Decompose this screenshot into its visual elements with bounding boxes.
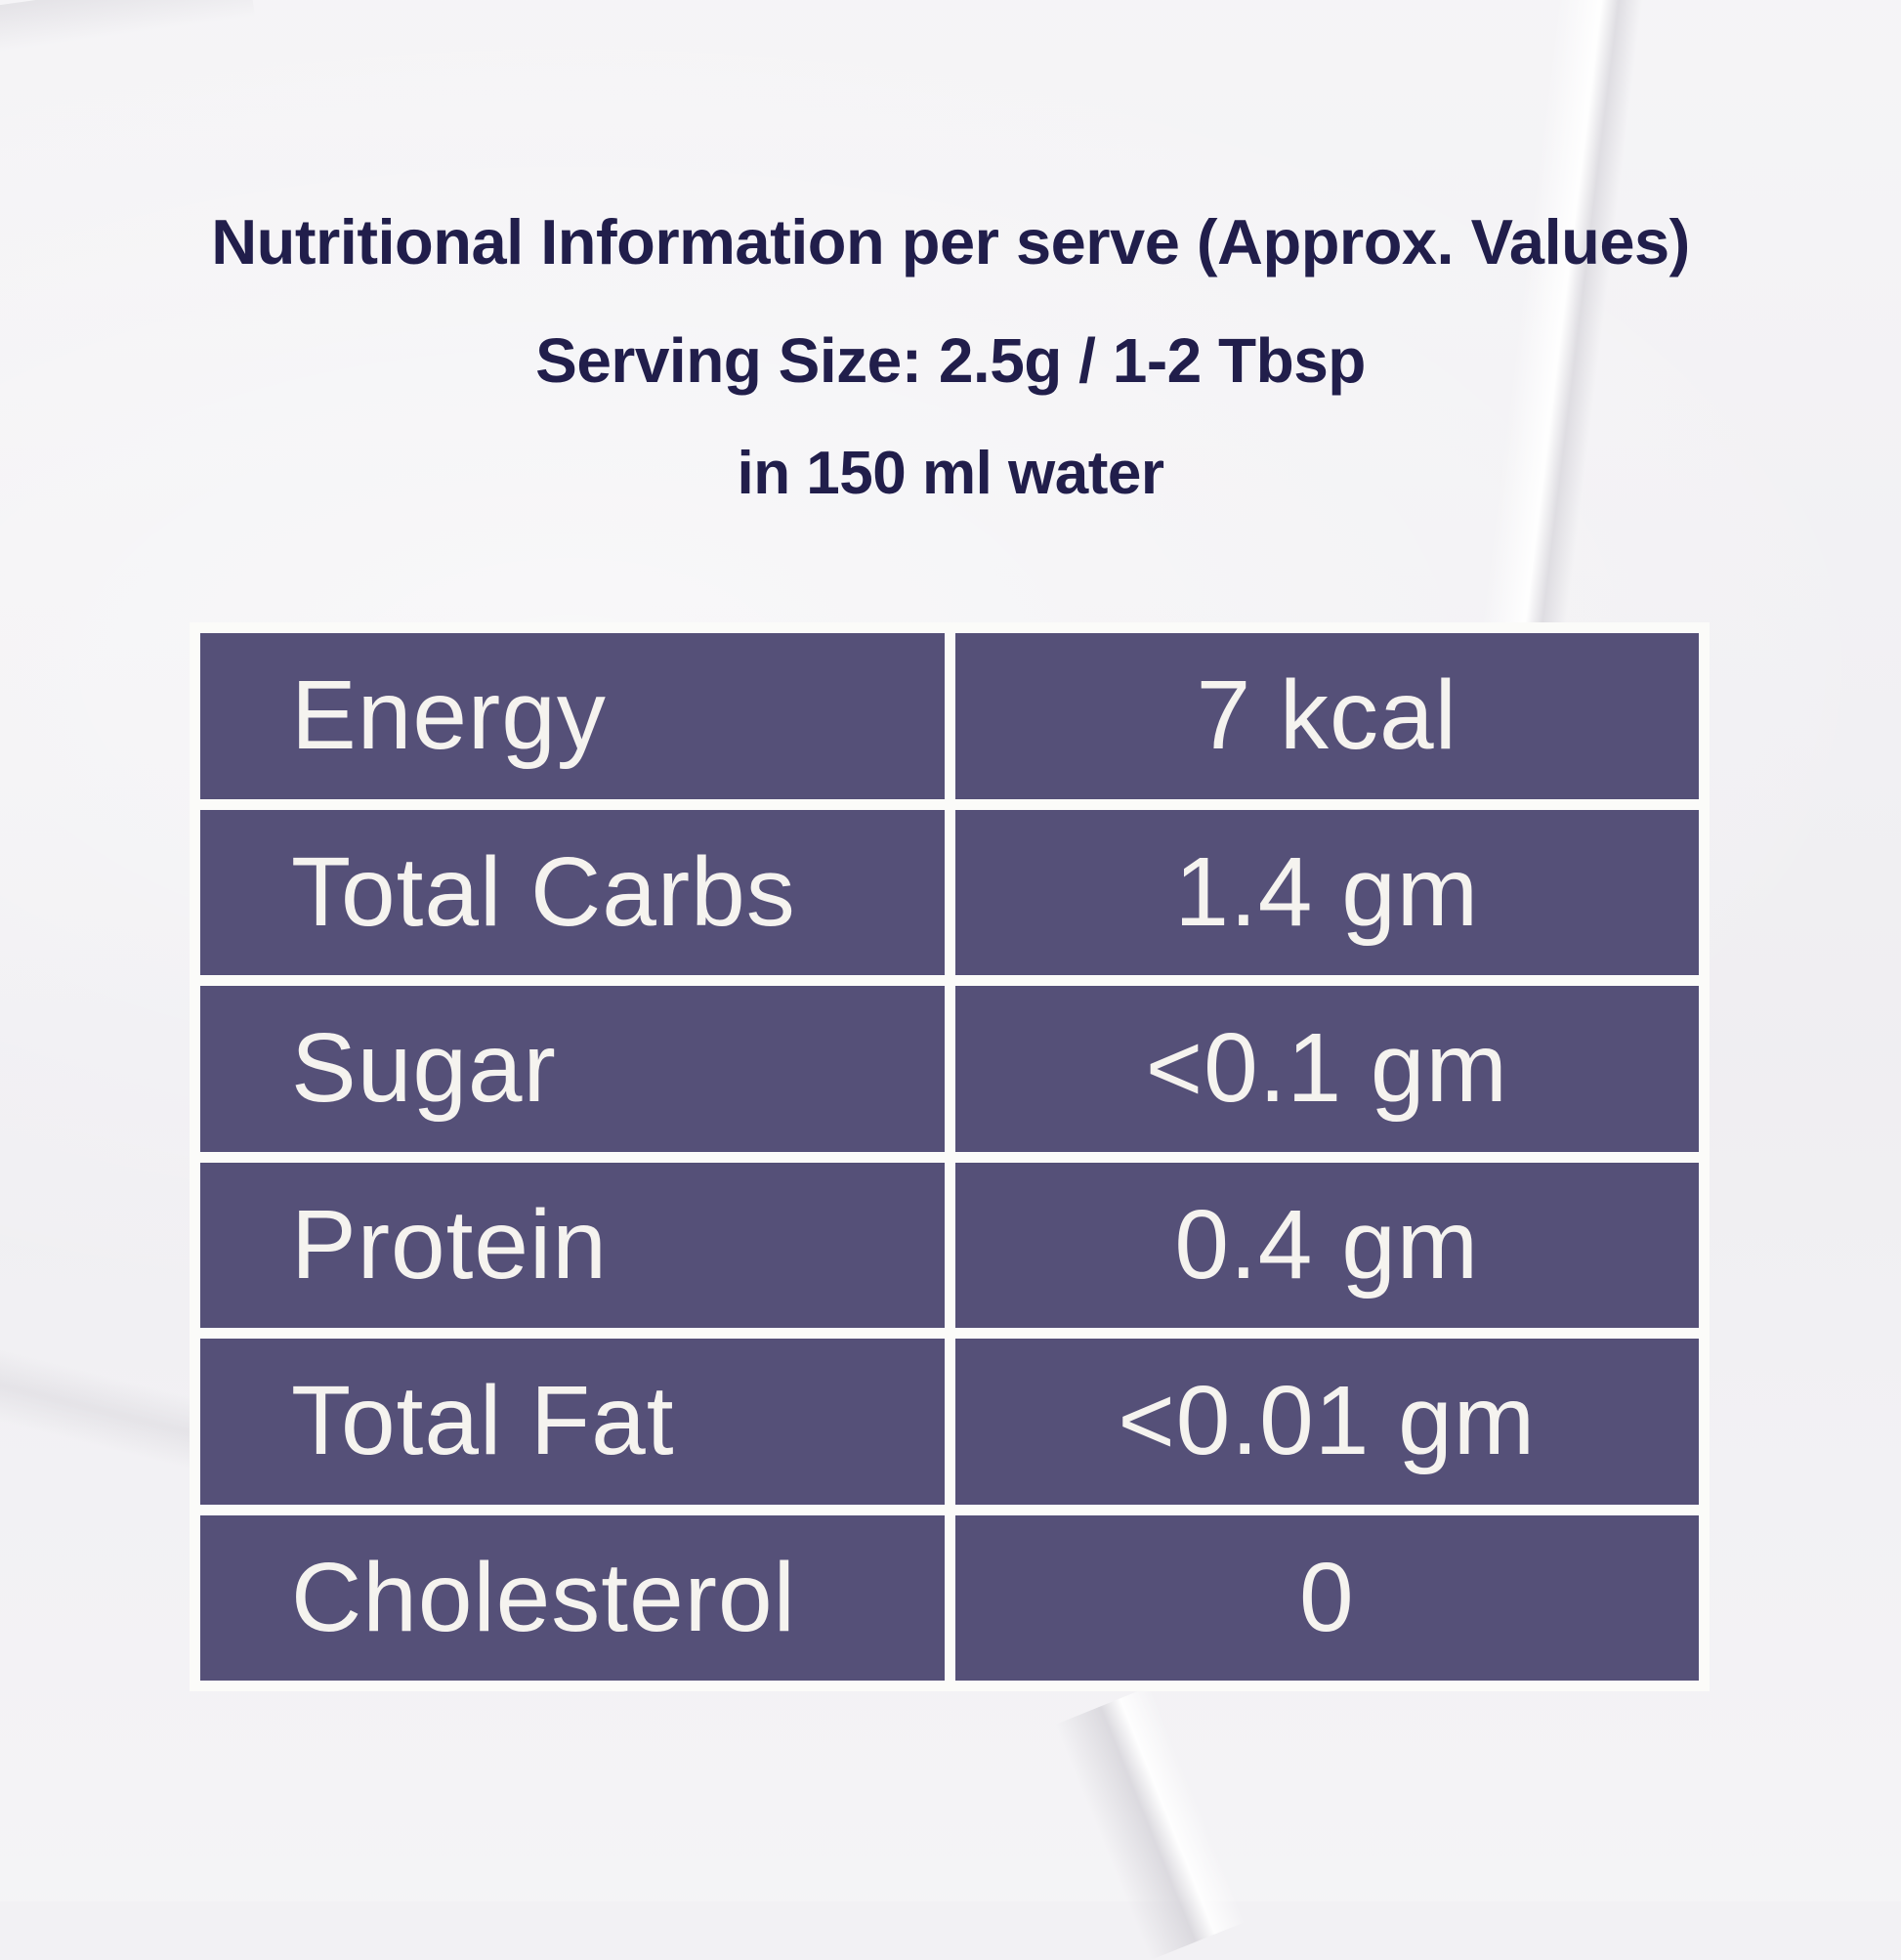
nutrition-table: Energy 7 kcal Total Carbs 1.4 gm Sugar <… — [190, 622, 1710, 1691]
paper-crease-bottom-center — [1055, 1683, 1250, 1960]
nutrient-label-cell: Protein — [200, 1162, 945, 1328]
nutrient-label-cell: Total Carbs — [200, 809, 945, 975]
paper-crease-top-left — [0, 0, 257, 69]
nutrient-label-cell: Cholesterol — [200, 1514, 945, 1681]
serving-size-line: Serving Size: 2.5g / 1-2 Tbsp — [535, 325, 1366, 396]
nutrient-label-cell: Energy — [200, 633, 945, 799]
nutrient-value-cell: 1.4 gm — [954, 809, 1699, 975]
serving-water-line: in 150 ml water — [737, 440, 1164, 507]
nutrient-value-cell: 7 kcal — [954, 633, 1699, 799]
nutrient-value-cell: 0 — [954, 1514, 1699, 1681]
nutrient-value-cell: <0.1 gm — [954, 986, 1699, 1152]
header-title: Nutritional Information per serve (Appro… — [211, 206, 1690, 277]
nutrient-label-cell: Sugar — [200, 986, 945, 1152]
nutrient-value-cell: <0.01 gm — [954, 1339, 1699, 1505]
nutrient-value-cell: 0.4 gm — [954, 1162, 1699, 1328]
nutrient-label-cell: Total Fat — [200, 1339, 945, 1505]
